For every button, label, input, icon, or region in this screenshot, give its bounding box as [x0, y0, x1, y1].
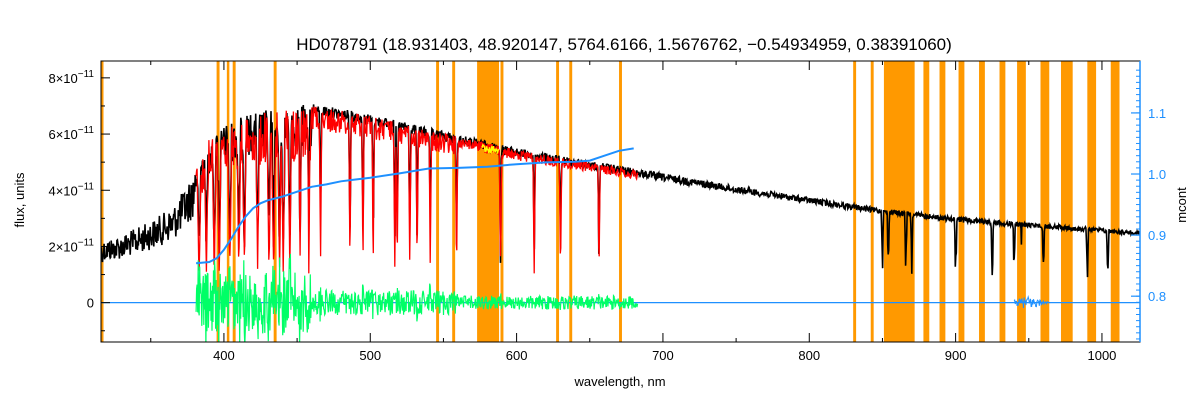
x-tick-label: 900: [945, 348, 967, 363]
y-right-axis-ticks: 0.8 0.9 1.0 1.1: [1131, 69, 1166, 340]
highlight-line: [481, 143, 500, 155]
model-line: [195, 106, 639, 274]
y-tick-label: 0: [87, 296, 94, 311]
masked-band-22: [1060, 61, 1073, 342]
residual-spectrum: [195, 253, 639, 342]
masked-band-7: [477, 61, 500, 342]
x-tick-label: 700: [652, 348, 674, 363]
masked-band-0: [101, 61, 104, 342]
masked-band-20: [1017, 61, 1026, 342]
x-tick-label: 500: [359, 348, 381, 363]
masked-band-12: [853, 61, 857, 342]
masked-band-11: [619, 61, 622, 342]
masked-regions: [101, 61, 1120, 342]
highlight-segment: [481, 143, 500, 155]
masked-band-16: [939, 61, 946, 342]
masked-band-14: [883, 61, 915, 342]
continuum-curve: [196, 147, 634, 265]
chart-title: HD078791 (18.931403, 48.920147, 5764.616…: [296, 35, 952, 54]
y-tick-label: 8×10−11: [48, 69, 94, 86]
x-tick-label: 1000: [1087, 348, 1116, 363]
y-tick-label: 2×10−11: [48, 237, 94, 254]
masked-band-23: [1087, 61, 1097, 342]
x-tick-label: 600: [506, 348, 528, 363]
y-tick-label: 6×10−11: [48, 125, 94, 142]
model-spectrum: [195, 106, 639, 274]
masked-band-6: [452, 61, 456, 342]
masked-band-5: [436, 61, 440, 342]
masked-band-15: [923, 61, 930, 342]
masked-band-10: [569, 61, 573, 342]
y-axis-label: flux, units: [12, 172, 27, 227]
x-tick-label: 800: [798, 348, 820, 363]
continuum-line: [196, 147, 634, 265]
masked-band-24: [1110, 61, 1120, 342]
masked-band-3: [232, 61, 236, 342]
masked-band-21: [1040, 61, 1050, 342]
x-tick-label: 400: [213, 348, 235, 363]
x-axis-ticks: 400 500 600 700 800 900 1000: [150, 61, 1116, 363]
y-right-tick-label: 1.1: [1148, 106, 1166, 121]
x-axis-label: wavelength, nm: [573, 374, 665, 389]
masked-band-19: [999, 61, 1006, 342]
residual-line: [195, 253, 639, 342]
masked-band-8: [500, 61, 504, 342]
y-right-tick-label: 0.8: [1148, 289, 1166, 304]
masked-band-18: [979, 61, 985, 342]
masked-band-9: [556, 61, 560, 342]
masked-band-17: [958, 61, 965, 342]
y-right-tick-label: 1.0: [1148, 167, 1166, 182]
y-axis-ticks: 0 2×10−11 4×10−11 6×10−11 8×10−11: [48, 69, 110, 332]
y-right-axis-label: mcont: [1174, 187, 1189, 223]
y-tick-label: 4×10−11: [48, 181, 94, 198]
y-right-tick-label: 0.9: [1148, 228, 1166, 243]
masked-band-13: [870, 61, 874, 342]
baseline-noise: [1013, 294, 1051, 309]
